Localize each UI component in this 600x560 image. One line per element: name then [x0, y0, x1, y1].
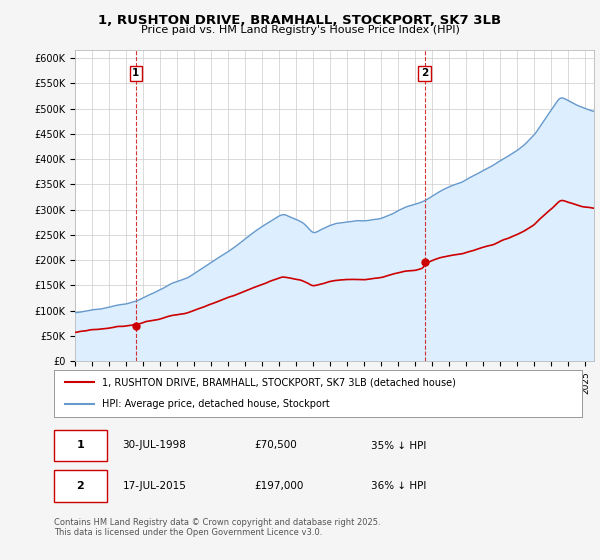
Text: 36% ↓ HPI: 36% ↓ HPI	[371, 481, 426, 491]
Text: £197,000: £197,000	[254, 481, 304, 491]
Text: 1: 1	[132, 68, 140, 78]
Text: 30-JUL-1998: 30-JUL-1998	[122, 441, 187, 450]
Text: HPI: Average price, detached house, Stockport: HPI: Average price, detached house, Stoc…	[101, 399, 329, 409]
Text: Price paid vs. HM Land Registry's House Price Index (HPI): Price paid vs. HM Land Registry's House …	[140, 25, 460, 35]
FancyBboxPatch shape	[54, 430, 107, 461]
Text: 17-JUL-2015: 17-JUL-2015	[122, 481, 187, 491]
Text: 1, RUSHTON DRIVE, BRAMHALL, STOCKPORT, SK7 3LB: 1, RUSHTON DRIVE, BRAMHALL, STOCKPORT, S…	[98, 14, 502, 27]
Text: 2: 2	[77, 481, 84, 491]
Text: £70,500: £70,500	[254, 441, 298, 450]
Text: 1, RUSHTON DRIVE, BRAMHALL, STOCKPORT, SK7 3LB (detached house): 1, RUSHTON DRIVE, BRAMHALL, STOCKPORT, S…	[101, 377, 455, 388]
Text: 1: 1	[77, 441, 84, 450]
Text: 2: 2	[421, 68, 428, 78]
Text: Contains HM Land Registry data © Crown copyright and database right 2025.
This d: Contains HM Land Registry data © Crown c…	[54, 518, 380, 538]
FancyBboxPatch shape	[54, 470, 107, 502]
Text: 35% ↓ HPI: 35% ↓ HPI	[371, 441, 426, 450]
